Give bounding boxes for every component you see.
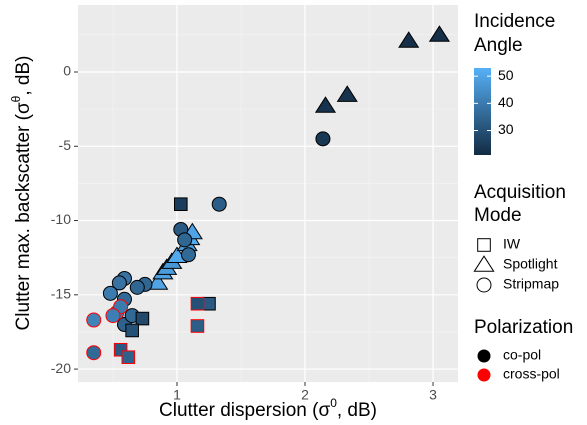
x-tick-label: 3 [429,387,437,403]
legend-title: Angle [474,35,523,56]
y-tick-label: -10 [51,211,71,227]
legend-key [477,368,491,382]
y-tick-label: 0 [63,63,71,79]
x-axis-title: Clutter dispersion (σ0, dB) [159,396,377,421]
legend-label: Stripmap [503,276,559,292]
colorbar-label: 50 [498,67,514,83]
y-tick-label: -15 [51,286,71,302]
legend-title: Polarization [474,317,573,338]
legend-title: Mode [474,205,522,226]
colorbar-label: 40 [498,94,514,110]
legend-label: co-pol [503,347,541,363]
point [202,296,216,311]
y-title-text: Clutter max. backscatter (σ [13,102,34,330]
legend-key [477,238,491,252]
y-axis-title: Clutter max. backscatter (σθ, dB) [9,56,34,331]
point [190,296,205,311]
point [314,96,337,113]
point [129,279,145,295]
points [86,25,451,364]
grid [78,5,458,382]
point [86,345,102,361]
point [336,85,358,102]
point [174,197,188,211]
legend-label: cross-pol [503,366,560,382]
point [147,273,169,290]
point [315,131,331,147]
x-title-text: Clutter dispersion (σ [159,400,330,421]
legend-key [476,277,492,293]
point [105,308,121,324]
point [398,31,420,48]
y-title-sup: θ [9,95,23,102]
legend-label: Spotlight [503,256,558,272]
colorbar-label: 30 [498,121,514,137]
x-title-text: , dB) [337,400,377,421]
legend-title: Acquisition [474,182,566,203]
point [102,285,118,301]
y-tick-label: -20 [51,360,71,376]
point [428,25,451,42]
y-title-text: , dB) [13,56,34,96]
legend-title: Incidence [474,11,555,32]
point [135,311,150,326]
colorbar [474,68,491,155]
legend-key [473,255,495,272]
x-tick-label: 2 [301,387,309,403]
point [177,232,193,248]
point [180,247,196,263]
point [121,350,136,364]
legend-key [477,349,491,363]
x-title-sup: 0 [330,396,337,410]
point [86,312,102,328]
y-tick-label: -5 [59,137,72,153]
x-tick-label: 1 [173,387,181,403]
point [111,275,127,291]
point [190,319,205,333]
legend-label: IW [503,236,521,252]
point [125,323,139,338]
point [211,196,227,212]
